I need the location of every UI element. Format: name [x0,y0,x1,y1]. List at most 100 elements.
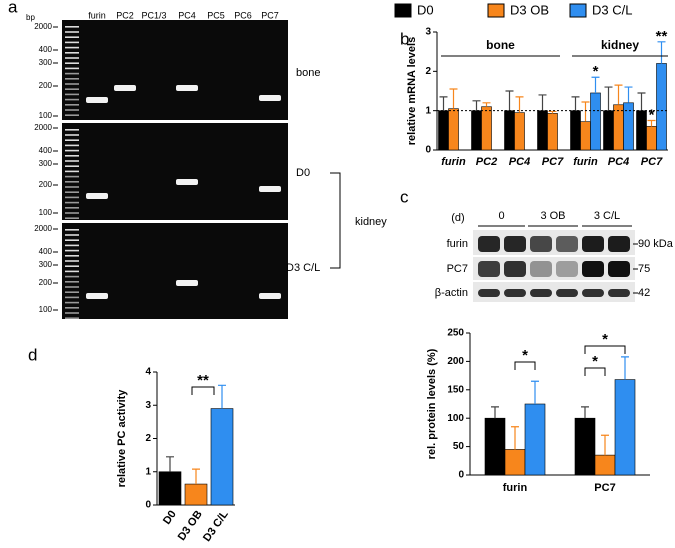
blot-group: 3 OB [540,210,565,222]
group-label: kidney [601,38,639,52]
error-bar [491,406,499,419]
bar [636,110,647,151]
y-tick-label: 1 [425,105,431,116]
x-tick-label: furin [503,482,528,494]
y-axis-label: rel. protein levels (%) [426,348,438,459]
panel-letter: d [28,345,37,364]
gel-band [114,85,136,91]
ladder-band [65,36,79,38]
ladder-label: 300 [39,58,53,67]
ladder-band [65,229,79,231]
y-tick-label: 100 [447,413,464,424]
ladder-label: 300 [39,260,53,269]
legend-label: D3 C/L [592,2,632,17]
error-bar [614,84,623,105]
x-tick-label: PC7 [641,156,663,168]
error-bar [218,384,226,409]
blot-band [608,261,630,277]
y-tick-label: 150 [447,384,464,395]
blot-band [530,289,552,297]
blot-band [582,289,604,297]
ladder-band [65,134,79,136]
bar [504,110,515,151]
error-bar [166,456,174,472]
ladder-label: 100 [39,111,53,120]
x-tick-label: D0 [161,509,179,527]
y-tick-label: 4 [145,367,151,378]
ladder-band [65,57,79,59]
ladder-band [65,291,79,293]
error-bar [581,101,590,122]
error-bar [531,380,539,404]
ladder-band [65,296,79,299]
ladder-label: 2000 [34,123,52,132]
y-tick-label: 0 [425,145,431,156]
ladder-band [65,67,79,70]
blot-band [556,236,578,252]
ladder-band [65,165,79,167]
error-bar [439,96,448,111]
significance: ** [197,372,209,389]
ladder-band [65,207,79,209]
ladder-band [65,181,79,183]
bar [448,108,459,151]
lane-label: PC1/3 [141,10,166,20]
ladder-band [65,186,79,188]
gel-band [176,280,198,286]
bar [603,110,614,151]
blot-row-label: β-actin [435,287,468,299]
error-bar [548,110,557,114]
error-bar [482,102,491,107]
blot-size: 90 kDa [638,238,674,250]
bar [570,110,581,151]
ladder-band [65,149,79,152]
x-tick-label: D3 C/L [201,508,231,544]
lane-label: PC2 [116,10,134,20]
y-tick-label: 1 [145,466,151,477]
legend-swatch [487,3,505,18]
bar [613,104,624,151]
ladder-label: 200 [39,81,53,90]
x-tick-label: furin [441,156,466,168]
x-tick-label: PC4 [608,156,629,168]
blot-row-label: furin [447,238,468,250]
blot-group: 0 [498,210,504,222]
bar [574,417,596,476]
y-tick-label: 2 [145,433,151,444]
error-bar [515,96,524,113]
error-bar [538,94,547,111]
significance: * [602,331,608,348]
ladder-band [65,196,79,199]
bar [471,110,482,151]
legend-swatch [394,3,412,18]
ladder-label: 400 [39,146,53,155]
ladder-band [65,83,79,85]
bracket [330,172,341,269]
error-bar [472,100,481,111]
group-label: bone [486,38,515,52]
bar [524,403,546,476]
ladder-band [65,286,79,288]
gel-band [86,293,108,299]
error-bar [581,406,589,419]
significance: * [649,106,655,123]
error-bar [604,86,613,111]
error-bar [192,468,200,485]
ladder-label: 2000 [34,22,52,31]
error-bar [637,92,646,111]
ladder-label: 300 [39,159,53,168]
ladder-band [65,244,79,247]
gel [62,20,288,120]
blot-band [478,236,500,252]
gel [62,223,288,319]
x-tick-label: PC2 [476,156,497,168]
bar [594,454,616,476]
significance-bracket [584,367,606,376]
row-label: kidney [355,216,387,228]
ladder-band [65,249,79,252]
ladder-band [65,88,79,90]
error-bar [511,426,519,450]
y-axis-label: relative mRNA levels [406,37,418,145]
ladder-band [65,201,79,204]
ladder-band [65,317,79,319]
